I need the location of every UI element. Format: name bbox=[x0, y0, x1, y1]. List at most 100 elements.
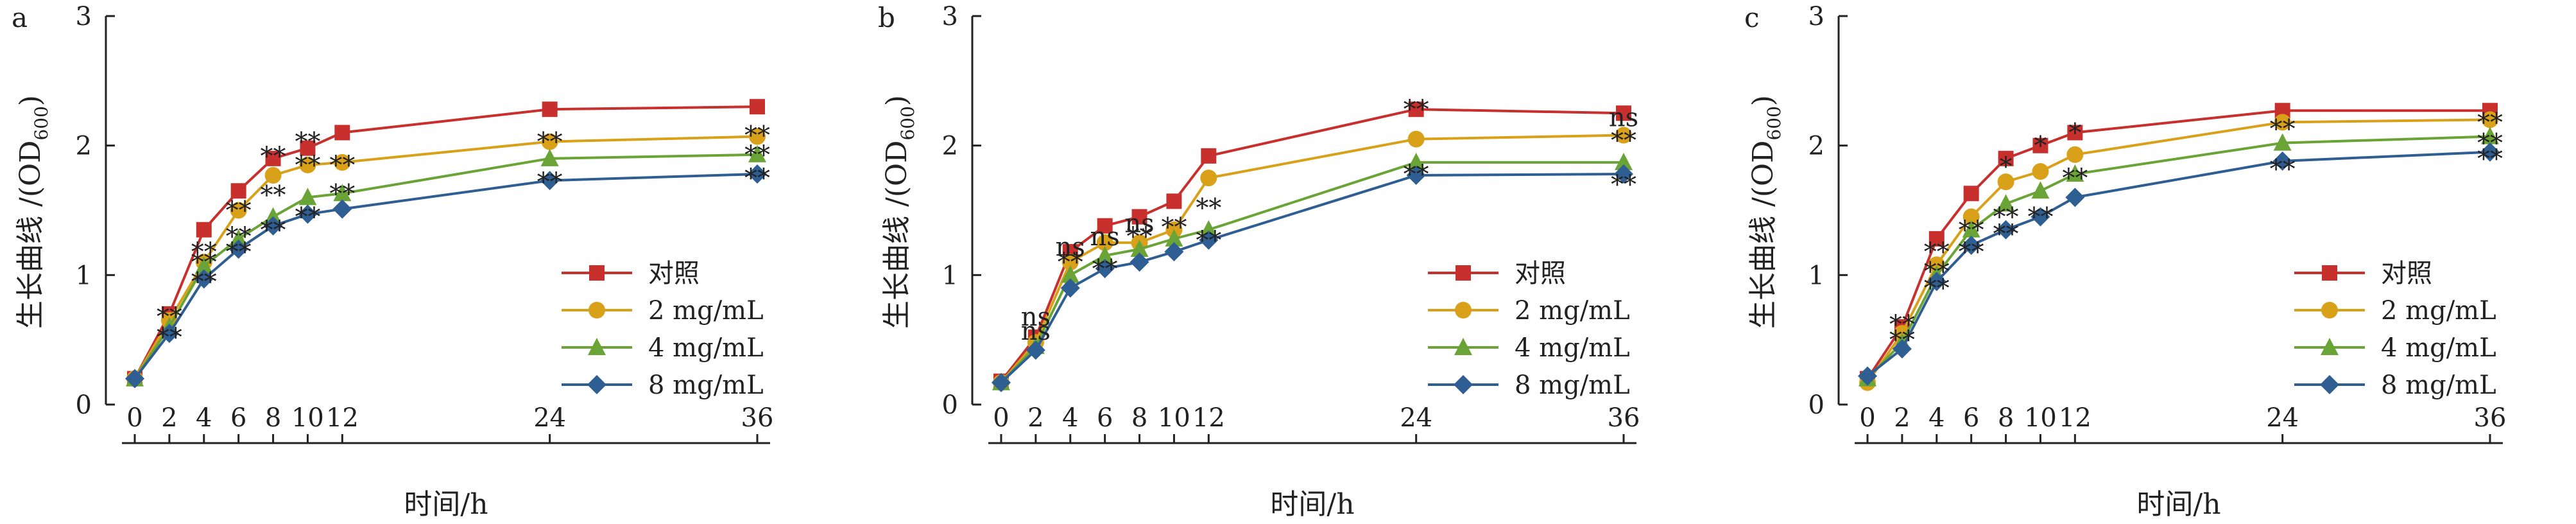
legend-swatch-marker bbox=[1455, 302, 1472, 319]
data-point bbox=[230, 202, 247, 219]
significance-label: ** bbox=[295, 203, 320, 232]
significance-label: ** bbox=[1058, 248, 1083, 277]
legend-label: 8 mg/mL bbox=[1515, 371, 1630, 400]
y-axis-title-main: 生长曲线 /(OD bbox=[14, 141, 47, 329]
data-point bbox=[1996, 194, 2015, 212]
data-point bbox=[2032, 163, 2049, 180]
data-point bbox=[2065, 188, 2085, 207]
significance-label: ** bbox=[1611, 127, 1636, 156]
y-tick-label: 2 bbox=[942, 132, 958, 161]
data-point bbox=[1407, 130, 1425, 148]
data-point bbox=[2482, 111, 2498, 128]
x-tick-label: 6 bbox=[1963, 403, 1979, 433]
data-point bbox=[748, 164, 767, 184]
data-point bbox=[1996, 220, 2016, 240]
legend-swatch-marker bbox=[588, 338, 606, 355]
legend-label: 对照 bbox=[648, 259, 700, 288]
panel-label: b bbox=[878, 2, 895, 33]
significance-label: ** bbox=[1092, 254, 1118, 284]
significance-label: ** bbox=[329, 151, 355, 180]
data-point bbox=[194, 269, 214, 289]
data-point bbox=[2274, 114, 2291, 131]
x-tick-label: 36 bbox=[741, 403, 774, 433]
significance-label: ** bbox=[1959, 238, 1984, 267]
data-point bbox=[125, 369, 144, 389]
data-point bbox=[1407, 152, 1425, 170]
x-tick-label: 24 bbox=[533, 403, 566, 433]
data-point bbox=[1961, 235, 1981, 255]
legend-label: 8 mg/mL bbox=[2381, 371, 2496, 400]
legend-label: 8 mg/mL bbox=[648, 371, 764, 400]
data-point bbox=[159, 324, 179, 344]
x-tick-label: 12 bbox=[2059, 403, 2091, 433]
y-tick-label: 1 bbox=[76, 261, 92, 290]
x-axis-title: 时间/h bbox=[1270, 488, 1354, 521]
x-tick-label: 8 bbox=[1131, 403, 1147, 433]
data-point bbox=[992, 372, 1011, 392]
legend-swatch-marker bbox=[2322, 265, 2337, 281]
significance-label: ** bbox=[1993, 203, 2019, 232]
x-axis-title: 时间/h bbox=[2136, 488, 2220, 521]
data-point bbox=[750, 99, 765, 115]
significance-label: ** bbox=[1127, 222, 1153, 252]
data-point bbox=[1408, 101, 1424, 118]
significance-label: ** bbox=[261, 216, 286, 245]
y-axis-title-main: 生长曲线 /(OD bbox=[880, 141, 913, 329]
data-point bbox=[1060, 278, 1080, 298]
x-tick-label: 6 bbox=[1097, 403, 1113, 433]
data-point bbox=[2067, 125, 2083, 141]
data-point bbox=[1201, 148, 1217, 164]
legend-label: 2 mg/mL bbox=[648, 296, 764, 326]
legend-swatch-marker bbox=[587, 375, 606, 394]
data-point bbox=[264, 167, 282, 184]
x-tick-label: 10 bbox=[1158, 403, 1190, 433]
data-point bbox=[1406, 166, 1426, 186]
legend-label: 4 mg/mL bbox=[1515, 333, 1630, 363]
data-point bbox=[1963, 186, 1979, 202]
legend-swatch-marker bbox=[2320, 375, 2339, 394]
significance-label: ** bbox=[2062, 164, 2088, 193]
x-tick-label: 2 bbox=[1027, 403, 1043, 433]
significance-label: ** bbox=[537, 168, 563, 197]
y-tick-label: 3 bbox=[76, 2, 92, 31]
data-point bbox=[2272, 151, 2292, 171]
significance-label: ** bbox=[1924, 257, 1950, 286]
y-axis-title-subscript: 600 bbox=[31, 106, 52, 140]
x-tick-label: 2 bbox=[1894, 403, 1910, 433]
significance-label: ** bbox=[537, 128, 563, 157]
data-point bbox=[1199, 220, 1218, 238]
data-point bbox=[2066, 146, 2084, 163]
data-point bbox=[1166, 193, 1182, 209]
significance-label: ** bbox=[744, 121, 770, 151]
data-point bbox=[1615, 152, 1633, 170]
significance-label: ** bbox=[2477, 144, 2503, 174]
y-tick-label: 0 bbox=[1808, 390, 1825, 420]
significance-label: ** bbox=[295, 151, 320, 180]
data-point bbox=[300, 140, 316, 156]
legend-swatch-marker bbox=[1454, 338, 1472, 355]
significance-label: ** bbox=[226, 222, 252, 252]
x-tick-label: 10 bbox=[2024, 403, 2057, 433]
significance-label: ** bbox=[2270, 114, 2296, 144]
data-point bbox=[1892, 339, 1912, 359]
legend-label: 2 mg/mL bbox=[1515, 296, 1630, 326]
y-axis-title-end: ) bbox=[14, 95, 47, 106]
data-point bbox=[1026, 340, 1045, 360]
significance-label: ** bbox=[329, 179, 355, 209]
x-tick-label: 24 bbox=[2266, 403, 2299, 433]
data-point bbox=[230, 183, 246, 199]
data-point bbox=[298, 204, 318, 224]
y-axis-title: 生长曲线 /(OD600) bbox=[14, 95, 52, 329]
legend-label: 对照 bbox=[1515, 259, 1566, 288]
legend-label: 4 mg/mL bbox=[648, 333, 764, 363]
data-point bbox=[1962, 220, 1980, 238]
data-point bbox=[299, 156, 316, 173]
data-point bbox=[2032, 137, 2048, 153]
y-tick-label: 2 bbox=[1808, 132, 1825, 161]
significance-label: ** bbox=[2477, 129, 2503, 159]
significance-label: ** bbox=[1161, 213, 1187, 243]
data-point bbox=[1927, 272, 1946, 292]
panel-label: c bbox=[1744, 2, 1760, 33]
data-point bbox=[1130, 240, 1149, 257]
y-axis-title-subscript: 600 bbox=[897, 106, 918, 140]
